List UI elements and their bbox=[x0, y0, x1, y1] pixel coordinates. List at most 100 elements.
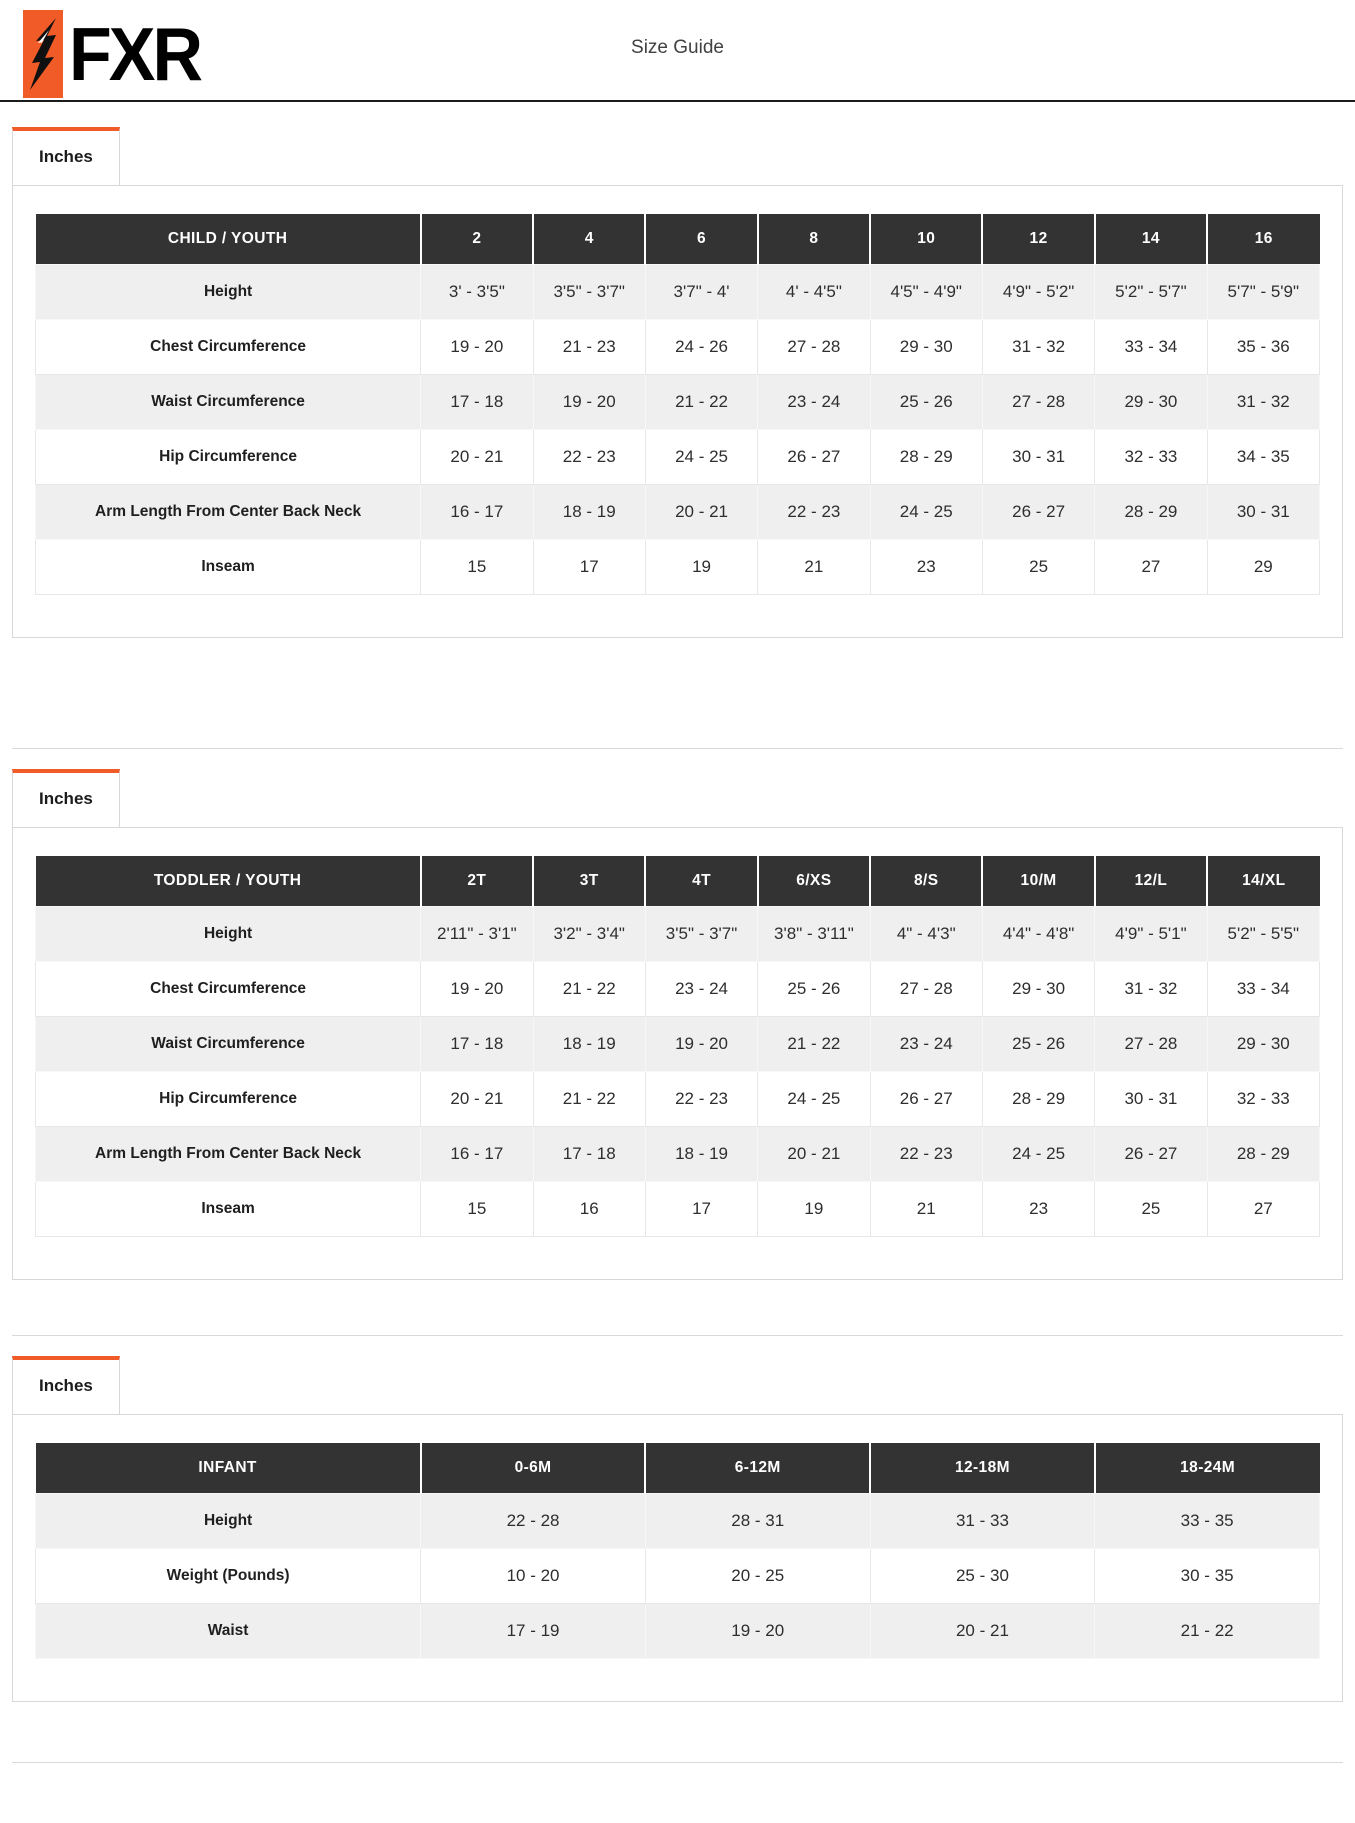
size-value-cell: 33 - 34 bbox=[1094, 319, 1208, 375]
size-section-toddler-youth: Inches TODDLER / YOUTH 2T 3T 4T 6/XS 8/S 10/M 1… bbox=[12, 769, 1343, 1280]
size-value-cell: 31 - 32 bbox=[1094, 961, 1208, 1017]
size-value-cell: 16 bbox=[532, 1181, 646, 1237]
measurement-row: Hip Circumference 20 - 21 22 - 23 24 - 25 26… bbox=[34, 429, 1321, 485]
size-value-cell: 32 - 33 bbox=[1094, 429, 1208, 485]
size-value-cell: 19 bbox=[757, 1181, 871, 1237]
size-column-header: 14/XL bbox=[1207, 856, 1320, 907]
size-value-cell: 5'2" - 5'7" bbox=[1094, 264, 1208, 320]
size-value-cell: 31 - 32 bbox=[1206, 374, 1321, 430]
tab-inches-infant[interactable]: Inches bbox=[12, 1356, 120, 1414]
size-column-header: 14 bbox=[1094, 214, 1209, 265]
fxr-logo: FXR bbox=[23, 10, 203, 98]
size-value-cell: 22 - 23 bbox=[644, 1071, 759, 1127]
size-value-cell: 4" - 4'3" bbox=[869, 906, 983, 962]
size-value-cell: 21 - 22 bbox=[757, 1016, 871, 1072]
size-value-cell: 26 - 27 bbox=[869, 1071, 983, 1127]
size-value-cell: 19 - 20 bbox=[644, 1016, 759, 1072]
measurement-label: Arm Length From Center Back Neck bbox=[34, 1126, 422, 1182]
size-value-cell: 33 - 34 bbox=[1206, 961, 1321, 1017]
size-section-infant: Inches INFANT 0-6M 6-12M 12-18M 18-24M Height… bbox=[12, 1356, 1343, 1702]
measurement-label: Height bbox=[34, 906, 422, 962]
size-value-cell: 35 - 36 bbox=[1206, 319, 1321, 375]
size-value-cell: 5'7" - 5'9" bbox=[1206, 264, 1321, 320]
size-value-cell: 3'5" - 3'7" bbox=[644, 906, 759, 962]
size-value-cell: 15 bbox=[420, 539, 534, 595]
measurement-row: Waist 17 - 19 19 - 20 20 - 21 21 - 22 bbox=[34, 1603, 1320, 1659]
measurement-label: Arm Length From Center Back Neck bbox=[34, 484, 422, 540]
measurement-row: Inseam 15 17 19 21 23 25 27 29 bbox=[34, 539, 1321, 595]
size-value-cell: 17 - 19 bbox=[420, 1603, 646, 1659]
size-section-child-youth: Inches CHILD / YOUTH 2 4 6 8 10 12 14 16 Height 3'… bbox=[12, 127, 1343, 638]
size-column-header: 6-12M bbox=[645, 1443, 872, 1494]
size-value-cell: 29 - 30 bbox=[1206, 1016, 1321, 1072]
size-value-cell: 21 - 22 bbox=[532, 961, 646, 1017]
measurement-row: Waist Circumference 17 - 18 19 - 20 21 - 22… bbox=[34, 374, 1321, 430]
size-value-cell: 29 - 30 bbox=[869, 319, 983, 375]
size-value-cell: 21 bbox=[869, 1181, 983, 1237]
size-column-header: 0-6M bbox=[420, 1443, 647, 1494]
measurement-label: Height bbox=[34, 264, 422, 320]
size-value-cell: 22 - 23 bbox=[757, 484, 871, 540]
measurement-row: Waist Circumference 17 - 18 18 - 19 19 - 20… bbox=[34, 1016, 1321, 1072]
size-panel-toddler-youth: TODDLER / YOUTH 2T 3T 4T 6/XS 8/S 10/M 12/L 14/X… bbox=[12, 827, 1343, 1280]
size-value-cell: 29 - 30 bbox=[1094, 374, 1208, 430]
size-value-cell: 20 - 25 bbox=[644, 1548, 871, 1604]
size-value-cell: 22 - 28 bbox=[420, 1493, 646, 1549]
size-value-cell: 27 - 28 bbox=[869, 961, 983, 1017]
measurement-row: Height 22 - 28 28 - 31 31 - 33 33 - 35 bbox=[34, 1493, 1320, 1549]
size-value-cell: 27 bbox=[1094, 539, 1208, 595]
size-value-cell: 20 - 21 bbox=[869, 1603, 1096, 1659]
size-value-cell: 3'8" - 3'11" bbox=[757, 906, 871, 962]
size-value-cell: 25 bbox=[981, 539, 1096, 595]
size-value-cell: 10 - 20 bbox=[420, 1548, 646, 1604]
size-value-cell: 27 - 28 bbox=[1094, 1016, 1208, 1072]
size-value-cell: 25 - 26 bbox=[757, 961, 871, 1017]
measurement-row: Height 3' - 3'5" 3'5" - 3'7" 3'7" - 4' 4' - … bbox=[34, 264, 1321, 320]
size-value-cell: 23 - 24 bbox=[869, 1016, 983, 1072]
size-value-cell: 21 - 23 bbox=[532, 319, 646, 375]
size-column-header: 10 bbox=[870, 214, 984, 265]
size-value-cell: 25 - 26 bbox=[981, 1016, 1096, 1072]
size-column-header: 3T bbox=[533, 856, 647, 907]
measurement-row: Weight (Pounds) 10 - 20 20 - 25 25 - 30 30 -… bbox=[34, 1548, 1320, 1604]
measurement-label: Weight (Pounds) bbox=[34, 1548, 422, 1604]
size-value-cell: 15 bbox=[420, 1181, 534, 1237]
size-value-cell: 31 - 33 bbox=[869, 1493, 1096, 1549]
size-value-cell: 23 - 24 bbox=[644, 961, 759, 1017]
size-value-cell: 29 bbox=[1206, 539, 1321, 595]
size-value-cell: 19 - 20 bbox=[532, 374, 646, 430]
size-value-cell: 34 - 35 bbox=[1206, 429, 1321, 485]
table-title-header: INFANT bbox=[35, 1443, 422, 1494]
table-header-row: CHILD / YOUTH 2 4 6 8 10 12 14 16 bbox=[35, 214, 1320, 265]
size-value-cell: 30 - 31 bbox=[981, 429, 1096, 485]
tab-inches-toddler-youth[interactable]: Inches bbox=[12, 769, 120, 827]
size-value-cell: 19 bbox=[644, 539, 759, 595]
size-value-cell: 20 - 21 bbox=[644, 484, 759, 540]
measurement-row: Hip Circumference 20 - 21 21 - 22 22 - 23 24… bbox=[34, 1071, 1321, 1127]
tab-inches-child-youth[interactable]: Inches bbox=[12, 127, 120, 185]
size-column-header: 16 bbox=[1207, 214, 1320, 265]
size-value-cell: 19 - 20 bbox=[420, 961, 534, 1017]
measurement-row: Chest Circumference 19 - 20 21 - 22 23 - 24… bbox=[34, 961, 1321, 1017]
size-value-cell: 23 bbox=[981, 1181, 1096, 1237]
size-column-header: 6 bbox=[645, 214, 759, 265]
measurement-row: Arm Length From Center Back Neck 16 - 17 1… bbox=[34, 1126, 1321, 1182]
tab-label: Inches bbox=[39, 1376, 93, 1395]
size-column-header: 12-18M bbox=[870, 1443, 1096, 1494]
measurement-row: Inseam 15 16 17 19 21 23 25 27 bbox=[34, 1181, 1321, 1237]
measurement-label: Chest Circumference bbox=[34, 961, 422, 1017]
size-value-cell: 4'5" - 4'9" bbox=[869, 264, 983, 320]
size-value-cell: 20 - 21 bbox=[420, 1071, 534, 1127]
measurement-label: Hip Circumference bbox=[34, 429, 422, 485]
page-title: Size Guide bbox=[631, 37, 724, 59]
measurement-label: Waist bbox=[34, 1603, 422, 1659]
size-value-cell: 27 - 28 bbox=[757, 319, 871, 375]
size-table-infant: INFANT 0-6M 6-12M 12-18M 18-24M Height 22 - 28… bbox=[34, 1443, 1320, 1659]
size-value-cell: 24 - 25 bbox=[869, 484, 983, 540]
size-value-cell: 22 - 23 bbox=[532, 429, 646, 485]
size-value-cell: 3'5" - 3'7" bbox=[532, 264, 646, 320]
measurement-row: Height 2'11" - 3'1" 3'2" - 3'4" 3'5" - 3'7"… bbox=[34, 906, 1321, 962]
size-value-cell: 18 - 19 bbox=[644, 1126, 759, 1182]
size-value-cell: 20 - 21 bbox=[757, 1126, 871, 1182]
size-value-cell: 18 - 19 bbox=[532, 1016, 646, 1072]
